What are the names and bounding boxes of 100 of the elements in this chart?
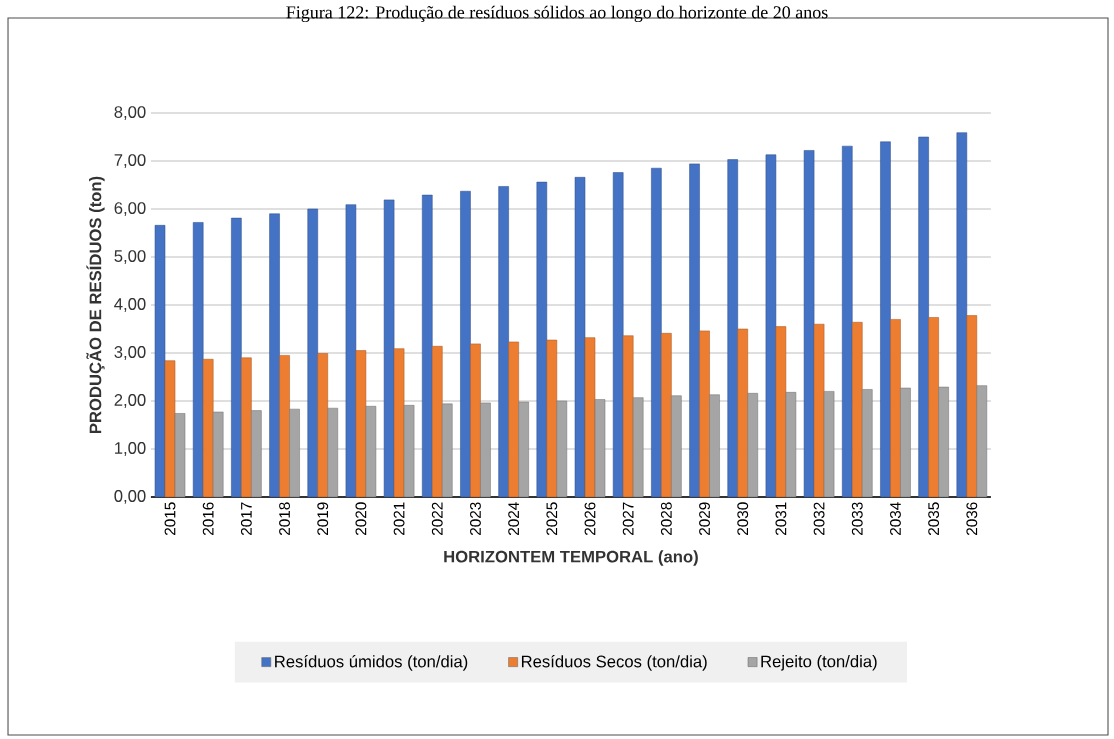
- bar: [192, 222, 204, 498]
- bar: [775, 326, 787, 498]
- legend-label: Rejeito (ton/dia): [761, 655, 877, 671]
- bar: [480, 402, 491, 498]
- y-tick-label: 3,00: [114, 346, 146, 360]
- bar: [174, 413, 186, 498]
- bar: [709, 394, 720, 498]
- bar: [651, 167, 662, 498]
- y-tick-label: 1,00: [115, 442, 146, 456]
- x-tick-label: 2020: [355, 502, 367, 536]
- bar: [976, 385, 988, 498]
- x-tick-label: 2031: [775, 502, 787, 536]
- bar: [289, 408, 300, 498]
- bar: [699, 330, 710, 498]
- bar: [536, 181, 548, 498]
- x-tick-label: 2015: [164, 502, 176, 536]
- bar: [966, 315, 978, 498]
- y-tick-label: 5,00: [114, 250, 146, 264]
- bar: [556, 400, 568, 498]
- bar: [880, 141, 891, 498]
- chart-title: Figura 122: Produção de resíduos sólidos ao longo do horizonte de 20 anos: [286, 5, 828, 23]
- bar: [689, 163, 700, 498]
- bar: [918, 136, 929, 498]
- bar: [803, 150, 815, 498]
- bar: [546, 339, 558, 498]
- bar: [460, 190, 471, 498]
- bar: [279, 355, 290, 498]
- bar: [393, 348, 405, 498]
- y-tick-label: 2,00: [114, 394, 146, 408]
- x-tick-label: 2025: [546, 502, 558, 536]
- bar: [584, 337, 596, 498]
- x-tick-label: 2030: [737, 502, 749, 536]
- y-tick-label: 0,00: [114, 490, 146, 504]
- bar: [671, 395, 682, 498]
- x-tick-label: 2027: [622, 502, 634, 536]
- bar: [269, 213, 280, 498]
- bar: [727, 159, 738, 498]
- bar: [862, 389, 873, 498]
- bar: [737, 328, 748, 498]
- bar: [852, 322, 863, 498]
- bar: [574, 177, 586, 498]
- y-tick-label: 8,00: [114, 106, 146, 120]
- bar: [422, 194, 433, 498]
- x-tick-label: 2023: [470, 502, 481, 536]
- bar: [365, 406, 377, 498]
- x-tick-label: 2022: [431, 502, 443, 536]
- x-tick-label: 2016: [202, 502, 214, 536]
- bar: [765, 154, 777, 498]
- x-tick-label: 2026: [584, 502, 596, 536]
- bar: [890, 319, 901, 498]
- x-tick-label: 2019: [317, 502, 329, 536]
- bar: [345, 204, 357, 498]
- bar: [594, 399, 606, 498]
- bar: [307, 208, 318, 498]
- bar: [470, 343, 481, 498]
- bar: [383, 199, 395, 498]
- bar: [823, 391, 835, 498]
- bar: [928, 317, 939, 498]
- y-tick-label: 7,00: [114, 154, 146, 168]
- y-axis-title: PRODUÇÃO DE RESÍDUOS (ton): [86, 176, 105, 434]
- bar: [900, 387, 911, 498]
- x-tick-label: 2032: [813, 502, 825, 536]
- bar: [622, 335, 634, 498]
- bar: [251, 410, 262, 498]
- bar: [317, 353, 328, 498]
- bar: [241, 357, 252, 498]
- bar: [164, 360, 176, 498]
- x-tick-label: 2036: [966, 502, 978, 536]
- x-tick-label: 2029: [699, 502, 710, 536]
- bar: [498, 186, 509, 498]
- x-tick-label: 2034: [890, 502, 901, 536]
- bar: [747, 393, 758, 498]
- x-tick-label: 2033: [851, 502, 863, 536]
- bar: [612, 172, 624, 498]
- bar: [661, 333, 672, 498]
- x-tick-label: 2035: [928, 502, 940, 536]
- bar: [154, 225, 166, 498]
- bar: [813, 323, 825, 498]
- bar: [508, 341, 519, 498]
- y-tick-label: 6,00: [114, 202, 146, 216]
- bar: [442, 403, 453, 498]
- bar: [355, 350, 367, 498]
- x-tick-label: 2024: [508, 502, 520, 536]
- y-tick-label: 4,00: [114, 298, 146, 312]
- bar: [518, 401, 529, 498]
- bar: [956, 132, 968, 498]
- bar: [432, 346, 443, 498]
- bar: [403, 405, 415, 498]
- bar: [231, 217, 242, 498]
- x-tick-label: 2017: [240, 502, 252, 536]
- bar: [938, 386, 949, 498]
- bar: [632, 397, 644, 498]
- x-axis-title: HORIZONTEM TEMPORAL (ano): [444, 550, 698, 566]
- bar: [202, 358, 214, 498]
- bar: [327, 407, 338, 498]
- bar: [842, 145, 853, 498]
- x-tick-label: 2028: [660, 502, 672, 536]
- legend-label: Resíduos Secos (ton/dia): [521, 654, 707, 671]
- legend-label: Resíduos úmidos (ton/dia): [275, 654, 468, 671]
- bar: [785, 392, 797, 498]
